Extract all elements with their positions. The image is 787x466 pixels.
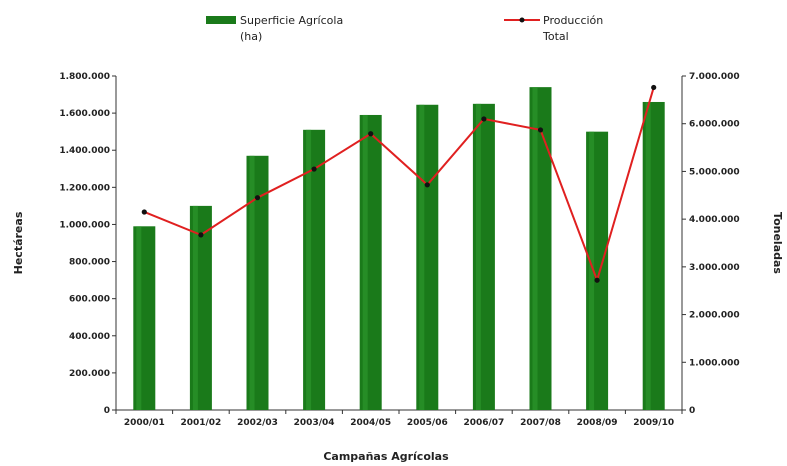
bar-highlight: [306, 129, 312, 411]
legend-label-bars-line2: (ha): [240, 30, 262, 43]
bar-highlight: [532, 87, 538, 410]
legend-label-bars-line1: Superficie Agrícola: [240, 14, 343, 27]
bar-highlight: [192, 205, 198, 410]
legend-label-line-line2: Total: [542, 30, 569, 43]
x-tick-label: 2002/03: [237, 418, 278, 428]
production-point: [594, 277, 600, 283]
production-line: [143, 87, 655, 284]
production-point: [537, 127, 544, 133]
bar-highlight: [419, 104, 425, 410]
y2-tick-label: 1.000.000: [689, 358, 740, 368]
x-tick-label: 2005/06: [407, 418, 448, 428]
y-tick-label: 800.000: [69, 258, 110, 268]
production-line-layer: [141, 84, 657, 284]
bar-highlight: [249, 155, 255, 410]
y2-tick-label: 4.000.000: [689, 215, 740, 225]
y-tick-label: 1.400.000: [59, 146, 110, 156]
x-tick-label: 2003/04: [294, 418, 335, 428]
y-axis-title: Hectáreas: [12, 211, 25, 274]
production-point: [481, 116, 487, 122]
bar-highlight: [136, 226, 142, 410]
production-point: [311, 166, 317, 172]
production-point: [368, 131, 374, 137]
bar-highlight: [475, 103, 481, 410]
bar-highlight: [362, 114, 368, 410]
legend-swatch-bars: [206, 16, 236, 24]
y2-axis-title: Toneladas: [771, 212, 784, 274]
x-tick-label: 2009/10: [633, 418, 674, 428]
x-tick-label: 2006/07: [463, 418, 504, 428]
x-tick-label: 2004/05: [350, 418, 391, 428]
y2-tick-label: 2.000.000: [689, 311, 740, 321]
production-point: [141, 209, 147, 215]
x-axis-title: Campañas Agrícolas: [323, 450, 449, 463]
y2-tick-label: 3.000.000: [689, 263, 740, 273]
y-tick-label: 200.000: [69, 369, 110, 379]
legend-label-line-line1: Producción: [543, 14, 603, 27]
y2-tick-label: 7.000.000: [689, 72, 740, 82]
y-tick-label: 400.000: [69, 332, 110, 342]
legend-swatch-marker: [519, 17, 525, 23]
axes: 0 200.000 400.000 600.000 800.000 1.000.000 1.…: [59, 72, 739, 428]
production-point: [424, 182, 430, 188]
legend: Superficie Agrícola (ha) Producción Tota…: [206, 14, 603, 43]
x-tick-label: 2000/01: [124, 418, 165, 428]
x-tick-label: 2007/08: [520, 418, 561, 428]
production-point: [651, 84, 657, 91]
y2-tick-label: 5.000.000: [689, 167, 740, 177]
y-tick-label: 1.800.000: [59, 72, 110, 82]
bar-highlight: [645, 101, 651, 410]
production-point: [254, 195, 261, 201]
bar-highlight: [589, 131, 595, 410]
y-tick-label: 600.000: [69, 295, 110, 305]
y-tick-label: 1.600.000: [59, 109, 110, 119]
y2-tick-label: 6.000.000: [689, 120, 740, 130]
x-tick-label: 2001/02: [180, 418, 221, 428]
y-tick-label: 1.200.000: [59, 183, 110, 193]
production-point: [198, 232, 204, 238]
x-tick-label: 2008/09: [577, 418, 618, 428]
bars: [133, 87, 665, 411]
y-tick-label: 0: [104, 406, 110, 416]
y2-tick-label: 0: [689, 406, 695, 416]
y-tick-label: 1.000.000: [59, 220, 110, 230]
